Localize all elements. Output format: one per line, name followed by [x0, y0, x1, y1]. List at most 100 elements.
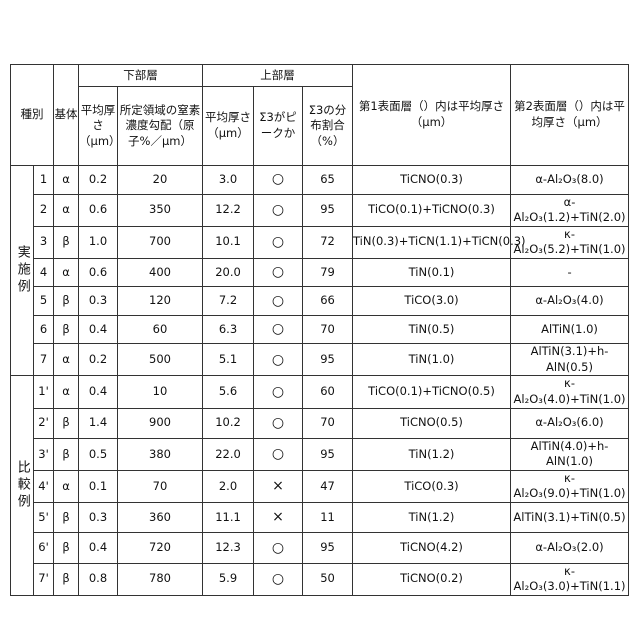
sigma3-peak-cell: ○ — [254, 226, 303, 258]
row-number: 4 — [34, 258, 54, 287]
substrate-cell: β — [54, 315, 79, 344]
surface-layer-2-cell: κ-Al₂O₃(3.0)+TiN(1.1) — [511, 563, 629, 595]
sigma3-ratio-cell: 70 — [303, 408, 353, 438]
substrate-cell: β — [54, 563, 79, 595]
sigma3-ratio-cell: 95 — [303, 533, 353, 563]
sigma3-ratio-cell: 47 — [303, 470, 353, 502]
surface-layer-1-cell: TiN(0.3)+TiCN(1.1)+TiCN(0.3) — [353, 226, 511, 258]
header-lower-gradient: 所定領域の窒素濃度勾配（原子%／μm） — [118, 87, 203, 166]
substrate-cell: β — [54, 533, 79, 563]
header-upper-layer: 上部層 — [203, 65, 353, 87]
substrate-cell: β — [54, 502, 79, 532]
sigma3-peak-cell: ○ — [254, 287, 303, 316]
gradient-cell: 500 — [118, 344, 203, 376]
upper-thickness-cell: 3.0 — [203, 166, 254, 195]
table-row: 4α0.640020.0○79TiN(0.1)- — [11, 258, 629, 287]
sigma3-peak-cell: × — [254, 502, 303, 532]
lower-thickness-cell: 1.4 — [79, 408, 118, 438]
surface-layer-2-cell: α-Al₂O₃(4.0) — [511, 287, 629, 316]
surface-layer-1-cell: TiCNO(0.5) — [353, 408, 511, 438]
sigma3-ratio-cell: 65 — [303, 166, 353, 195]
header-type: 種別 — [11, 65, 54, 166]
upper-thickness-cell: 7.2 — [203, 287, 254, 316]
table-row: 3'β0.538022.0○95TiN(1.2)AlTiN(4.0)+h-AlN… — [11, 438, 629, 470]
gradient-cell: 900 — [118, 408, 203, 438]
row-number: 1' — [34, 376, 54, 408]
header-sigma3-peak: Σ3がピークか — [254, 87, 303, 166]
sigma3-peak-cell: × — [254, 470, 303, 502]
surface-layer-2-cell: AlTiN(3.1)+TiN(0.5) — [511, 502, 629, 532]
lower-thickness-cell: 0.3 — [79, 502, 118, 532]
upper-thickness-cell: 6.3 — [203, 315, 254, 344]
surface-layer-2-cell: AlTiN(4.0)+h-AlN(1.0) — [511, 438, 629, 470]
substrate-cell: β — [54, 408, 79, 438]
substrate-cell: α — [54, 258, 79, 287]
surface-layer-2-cell: κ-Al₂O₃(4.0)+TiN(1.0) — [511, 376, 629, 408]
upper-thickness-cell: 5.6 — [203, 376, 254, 408]
gradient-cell: 70 — [118, 470, 203, 502]
table-row: 7'β0.87805.9○50TiCNO(0.2)κ-Al₂O₃(3.0)+Ti… — [11, 563, 629, 595]
sigma3-peak-cell: ○ — [254, 344, 303, 376]
gradient-cell: 700 — [118, 226, 203, 258]
row-number: 5' — [34, 502, 54, 532]
sigma3-ratio-cell: 79 — [303, 258, 353, 287]
upper-thickness-cell: 10.2 — [203, 408, 254, 438]
gradient-cell: 720 — [118, 533, 203, 563]
table-row: 4'α0.1702.0×47TiCO(0.3)κ-Al₂O₃(9.0)+TiN(… — [11, 470, 629, 502]
surface-layer-1-cell: TiN(1.2) — [353, 502, 511, 532]
surface-layer-1-cell: TiN(1.0) — [353, 344, 511, 376]
upper-thickness-cell: 20.0 — [203, 258, 254, 287]
lower-thickness-cell: 0.8 — [79, 563, 118, 595]
row-number: 3 — [34, 226, 54, 258]
header-lower-layer: 下部層 — [79, 65, 203, 87]
surface-layer-1-cell: TiCO(0.1)+TiCNO(0.5) — [353, 376, 511, 408]
surface-layer-1-cell: TiCNO(0.3) — [353, 166, 511, 195]
substrate-cell: α — [54, 166, 79, 195]
gradient-cell: 780 — [118, 563, 203, 595]
gradient-cell: 400 — [118, 258, 203, 287]
surface-layer-2-cell: κ-Al₂O₃(9.0)+TiN(1.0) — [511, 470, 629, 502]
surface-layer-2-cell: AlTiN(3.1)+h-AlN(0.5) — [511, 344, 629, 376]
upper-thickness-cell: 12.2 — [203, 194, 254, 226]
gradient-cell: 10 — [118, 376, 203, 408]
lower-thickness-cell: 0.4 — [79, 315, 118, 344]
lower-thickness-cell: 0.6 — [79, 258, 118, 287]
substrate-cell: β — [54, 438, 79, 470]
surface-layer-1-cell: TiCO(0.3) — [353, 470, 511, 502]
table-row: 7α0.25005.1○95TiN(1.0)AlTiN(3.1)+h-AlN(0… — [11, 344, 629, 376]
substrate-cell: α — [54, 376, 79, 408]
table-row: 2α0.635012.2○95TiCO(0.1)+TiCNO(0.3)α-Al₂… — [11, 194, 629, 226]
surface-layer-2-cell: α-Al₂O₃(6.0) — [511, 408, 629, 438]
surface-layer-1-cell: TiN(0.5) — [353, 315, 511, 344]
group-label-comparatives: 比較例 — [11, 376, 34, 595]
lower-thickness-cell: 0.4 — [79, 533, 118, 563]
group-label-examples: 実施例 — [11, 166, 34, 376]
gradient-cell: 60 — [118, 315, 203, 344]
lower-thickness-cell: 0.2 — [79, 344, 118, 376]
lower-thickness-cell: 0.4 — [79, 376, 118, 408]
gradient-cell: 120 — [118, 287, 203, 316]
lower-thickness-cell: 0.6 — [79, 194, 118, 226]
surface-layer-1-cell: TiCNO(4.2) — [353, 533, 511, 563]
lower-thickness-cell: 0.2 — [79, 166, 118, 195]
substrate-cell: β — [54, 226, 79, 258]
sigma3-peak-cell: ○ — [254, 258, 303, 287]
row-number: 7' — [34, 563, 54, 595]
sigma3-peak-cell: ○ — [254, 194, 303, 226]
surface-layer-1-cell: TiCO(3.0) — [353, 287, 511, 316]
row-number: 2 — [34, 194, 54, 226]
coating-results-table: 種別 基体 下部層 上部層 第1表面層（）内は平均厚さ（μm） 第2表面層（）内… — [10, 64, 629, 596]
upper-thickness-cell: 2.0 — [203, 470, 254, 502]
lower-thickness-cell: 1.0 — [79, 226, 118, 258]
upper-thickness-cell: 11.1 — [203, 502, 254, 532]
gradient-cell: 350 — [118, 194, 203, 226]
upper-thickness-cell: 5.1 — [203, 344, 254, 376]
substrate-cell: α — [54, 470, 79, 502]
sigma3-ratio-cell: 70 — [303, 315, 353, 344]
row-number: 6' — [34, 533, 54, 563]
surface-layer-1-cell: TiN(1.2) — [353, 438, 511, 470]
surface-layer-2-cell: κ-Al₂O₃(5.2)+TiN(1.0) — [511, 226, 629, 258]
surface-layer-2-cell: α-Al₂O₃(1.2)+TiN(2.0) — [511, 194, 629, 226]
sigma3-ratio-cell: 11 — [303, 502, 353, 532]
header-surface-layer-2: 第2表面層（）内は平均厚さ（μm） — [511, 65, 629, 166]
